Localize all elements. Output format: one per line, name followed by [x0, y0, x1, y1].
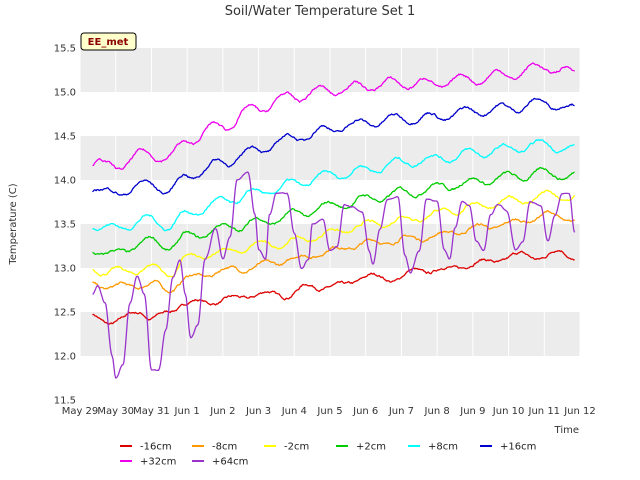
- ee-met-badge: EE_met: [80, 32, 137, 51]
- series-line-plus16cm: [92, 97, 575, 196]
- legend-label: -8cm: [212, 442, 237, 453]
- legend-item: -8cm: [192, 442, 237, 453]
- legend-item: -2cm: [264, 442, 309, 453]
- x-tick-label: Jun 11: [528, 406, 561, 417]
- x-tick-label: May 31: [133, 406, 170, 417]
- x-tick-label: Jun 1: [174, 406, 200, 417]
- legend-item: +2cm: [336, 442, 386, 453]
- y-tick-label: 14.5: [54, 132, 76, 143]
- x-axis-ticks: May 29 May 30 May 31 Jun 1 Jun 2 Jun 3 Jun 4 Ju…: [62, 406, 596, 417]
- series-line-plus8cm: [92, 138, 575, 232]
- x-tick-label: Jun 12: [563, 406, 596, 417]
- legend-item: -16cm: [120, 442, 172, 453]
- x-tick-label: Jun 6: [352, 406, 378, 417]
- x-tick-label: Jun 4: [281, 406, 307, 417]
- y-tick-label: 15.5: [54, 44, 76, 55]
- y-tick-label: 12.5: [54, 308, 76, 319]
- x-tick-label: May 29: [62, 406, 99, 417]
- x-tick-label: Jun 3: [245, 406, 271, 417]
- series-line-minus8cm: [92, 209, 576, 294]
- legend-item: +32cm: [120, 457, 176, 468]
- y-tick-label: 12.0: [54, 352, 76, 363]
- legend-item: +64cm: [192, 457, 248, 468]
- y-axis-label: Temperature (C): [8, 183, 19, 265]
- legend-label: +8cm: [428, 442, 458, 453]
- legend-label: +16cm: [500, 442, 536, 453]
- y-tick-label: 15.0: [54, 88, 76, 99]
- legend-item: +16cm: [480, 442, 536, 453]
- badge-box: [80, 32, 137, 51]
- series-line-plus64cm: [92, 171, 576, 379]
- series-line-plus32cm: [92, 62, 576, 170]
- x-tick-label: Jun 8: [424, 406, 450, 417]
- x-tick-label: May 30: [97, 406, 134, 417]
- y-axis-ticks: 11.5 12.0 12.5 13.0 13.5 14.0 14.5 15.0 15.5: [54, 44, 76, 407]
- series-line-plus2cm: [92, 167, 575, 256]
- x-tick-label: Jun 10: [492, 406, 525, 417]
- x-axis-label: Time: [554, 425, 579, 436]
- legend-label: -2cm: [284, 442, 309, 453]
- y-tick-label: 13.0: [54, 264, 76, 275]
- y-tick-label: 14.0: [54, 176, 76, 187]
- legend: -16cm -8cm -2cm +2cm +8cm +16cm +32cm +64cm: [120, 442, 536, 468]
- x-tick-label: Jun 2: [209, 406, 235, 417]
- x-tick-label: Jun 7: [388, 406, 414, 417]
- series-layer: [92, 62, 576, 379]
- x-tick-label: Jun 9: [459, 406, 485, 417]
- series-line-minus16cm: [92, 250, 575, 325]
- x-tick-label: Jun 5: [316, 406, 342, 417]
- legend-label: +2cm: [356, 442, 386, 453]
- legend-label: +32cm: [140, 457, 176, 468]
- badge-label: EE_met: [88, 37, 129, 48]
- y-tick-label: 13.5: [54, 220, 76, 231]
- chart-title: Soil/Water Temperature Set 1: [225, 4, 416, 19]
- legend-item: +8cm: [408, 442, 458, 453]
- legend-label: +64cm: [212, 457, 248, 468]
- y-tick-label: 11.5: [54, 396, 76, 407]
- legend-label: -16cm: [140, 442, 172, 453]
